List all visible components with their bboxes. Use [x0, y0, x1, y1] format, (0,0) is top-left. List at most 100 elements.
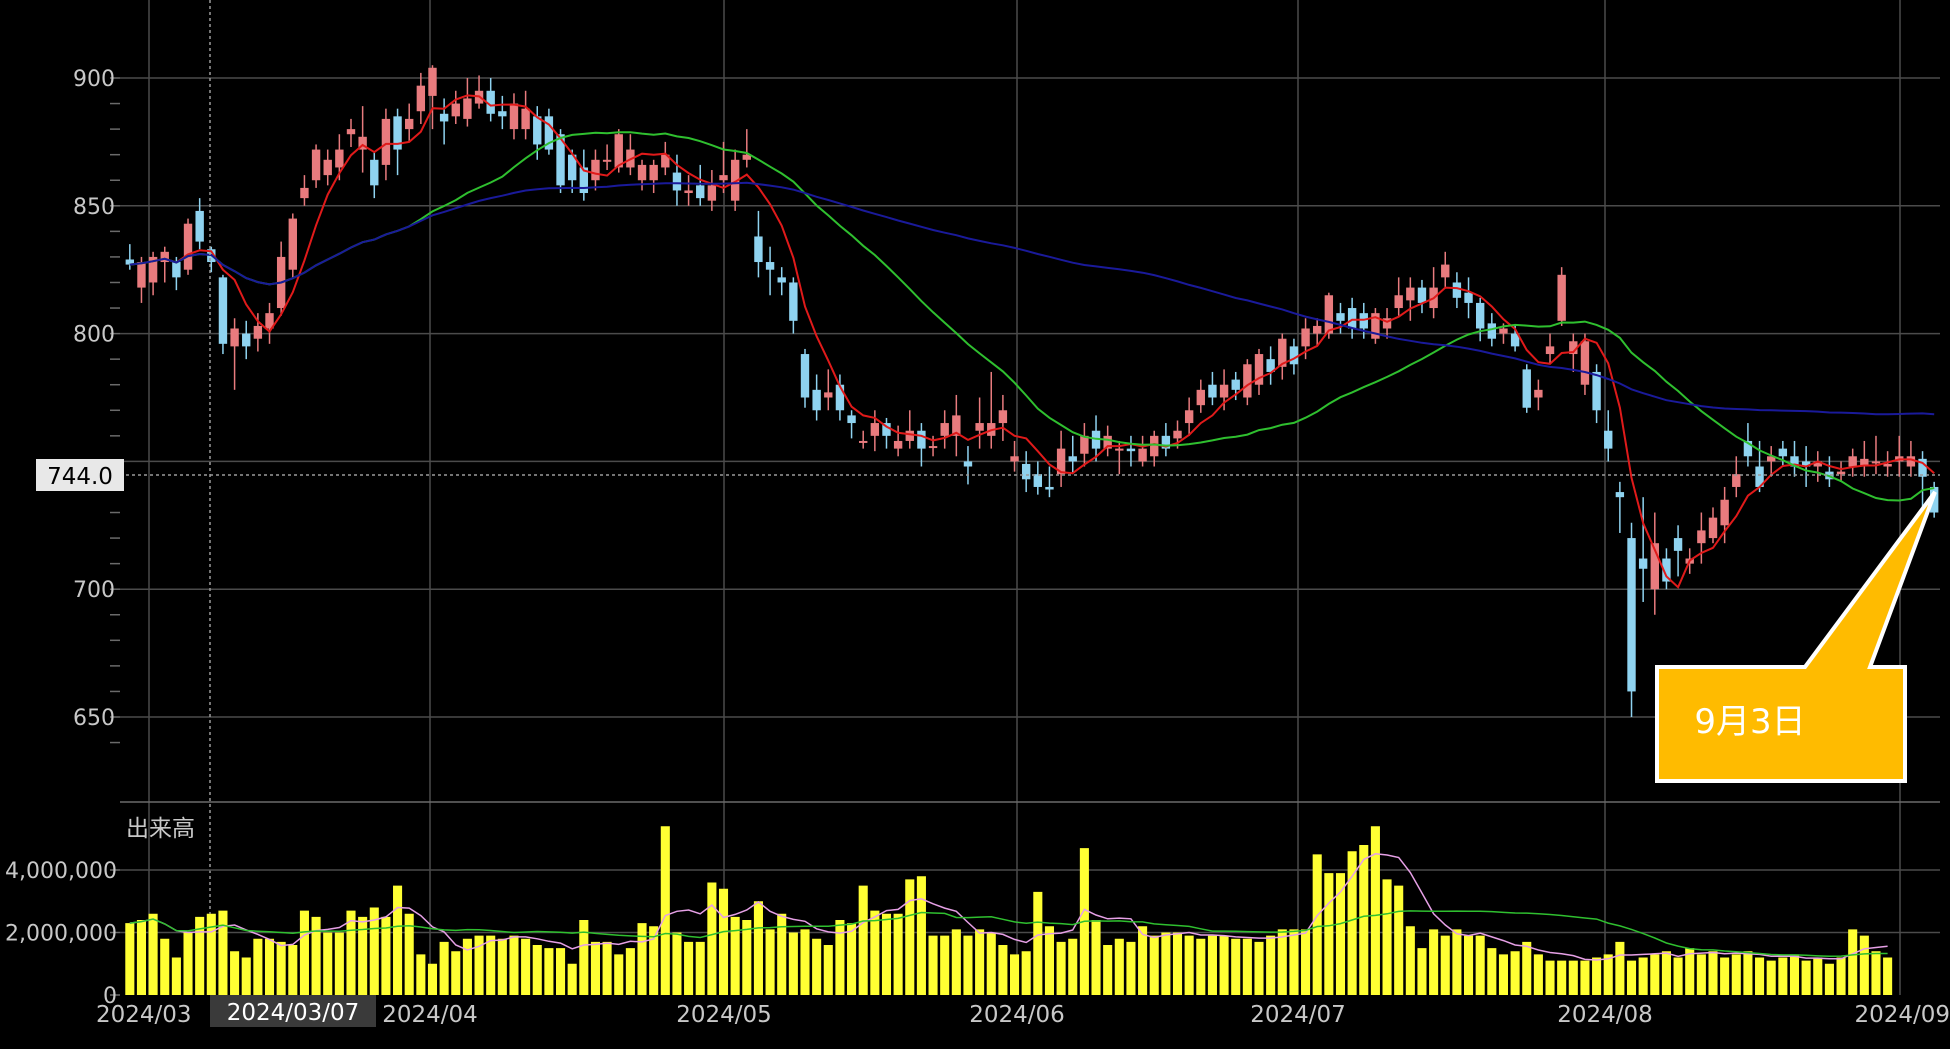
candle-body	[1592, 371, 1601, 411]
candle-body	[1126, 448, 1136, 452]
volume-bar	[1522, 941, 1532, 995]
volume-bar	[765, 929, 775, 995]
volume-bar	[812, 938, 822, 995]
volume-bar	[497, 938, 507, 995]
volume-bar	[1603, 954, 1613, 995]
volume-bar	[1615, 941, 1625, 995]
candle-body	[1860, 458, 1869, 467]
date-tick-label: 2024/06	[969, 1002, 1065, 1028]
current-price-label: 744.0	[47, 464, 113, 490]
candle-body	[1475, 302, 1485, 329]
volume-bar	[579, 920, 589, 995]
volume-bar	[1463, 935, 1474, 995]
volume-bar	[1696, 954, 1706, 995]
candle-body	[1790, 456, 1799, 467]
volume-bar	[195, 916, 205, 995]
date-tick-label: 2024/05	[676, 1002, 772, 1028]
date-tick-label: 2024/07	[1250, 1002, 1346, 1028]
volume-bar	[1417, 948, 1427, 995]
volume-bar	[1871, 951, 1881, 995]
candle-body	[1359, 313, 1368, 329]
candle-body	[1801, 461, 1811, 467]
candle-body	[183, 223, 193, 270]
candle-body	[905, 430, 914, 441]
candle-body	[917, 430, 926, 449]
candle-body	[812, 389, 821, 411]
candle-body	[1522, 369, 1531, 408]
candle-body	[1336, 313, 1345, 321]
volume-label: 出来高	[126, 816, 195, 842]
volume-bar	[1103, 945, 1113, 995]
volume-bar	[1883, 957, 1893, 995]
price-tick-label: 650	[73, 706, 115, 731]
candle-body	[952, 415, 961, 436]
candle-body	[1580, 341, 1590, 385]
candle-body	[416, 85, 426, 112]
candle-body	[1173, 430, 1182, 439]
volume-bar	[544, 948, 554, 995]
volume-bar	[951, 929, 961, 995]
volume-bar	[788, 932, 798, 995]
candle-body	[1534, 389, 1543, 398]
volume-bar	[1452, 929, 1462, 995]
cursor-date-label-bg	[210, 995, 376, 1027]
volume-bar	[602, 941, 612, 995]
candle-body	[1499, 328, 1508, 334]
candle-body	[1056, 448, 1066, 475]
candle-body	[963, 461, 973, 467]
volume-bar	[1044, 926, 1055, 995]
candle-body	[1313, 325, 1322, 334]
volume-bar	[742, 920, 752, 995]
volume-moving-averages	[129, 853, 1888, 961]
volume-bar	[1661, 951, 1671, 995]
candle-body	[358, 136, 367, 150]
volume-bar	[427, 963, 438, 995]
volume-bar	[206, 913, 216, 995]
volume-bar	[1370, 826, 1380, 995]
candle-body	[975, 423, 984, 431]
volume-bar	[1743, 951, 1753, 995]
volume-bar	[870, 910, 880, 995]
volume-bar	[928, 935, 938, 995]
volume-bar	[1033, 891, 1043, 995]
candle-body	[1417, 287, 1427, 303]
volume-bar	[1405, 926, 1415, 995]
volume-bar	[555, 948, 566, 995]
candle-body	[1767, 456, 1776, 462]
candle-body	[1545, 346, 1555, 355]
volume-bar	[1592, 957, 1602, 995]
candle-body	[893, 440, 903, 449]
candle-body	[800, 354, 810, 398]
candle-body	[533, 116, 542, 145]
volume-bar	[532, 945, 542, 995]
volume-bar	[649, 926, 659, 995]
candle-body	[1487, 323, 1497, 339]
candle-body	[1778, 448, 1788, 457]
candle-body	[649, 164, 658, 181]
volume-bar	[800, 929, 810, 995]
candle-body	[1115, 448, 1124, 451]
volume-bar	[171, 957, 181, 995]
candle-body	[544, 116, 554, 150]
volume-tick-label: 4,000,000	[5, 859, 117, 884]
volume-bar	[1475, 935, 1485, 995]
volume-bar	[963, 935, 973, 995]
candle-body	[1289, 346, 1299, 365]
volume-bar	[1161, 932, 1171, 995]
candle-body	[1184, 410, 1194, 424]
candle-body	[1278, 338, 1287, 367]
volume-bar	[160, 938, 170, 995]
volume-bar	[637, 923, 647, 995]
volume-bar	[474, 935, 484, 995]
volume-bar	[753, 901, 763, 995]
volume-bar	[1184, 935, 1194, 995]
volume-bar	[1149, 935, 1159, 995]
candle-body	[1219, 384, 1229, 398]
volume-bar	[1778, 957, 1788, 995]
volume-bars	[125, 826, 1893, 995]
volume-bar	[1312, 854, 1322, 995]
candle-body	[370, 159, 379, 186]
candle-body	[1452, 282, 1462, 298]
volume-bar	[1650, 954, 1660, 995]
